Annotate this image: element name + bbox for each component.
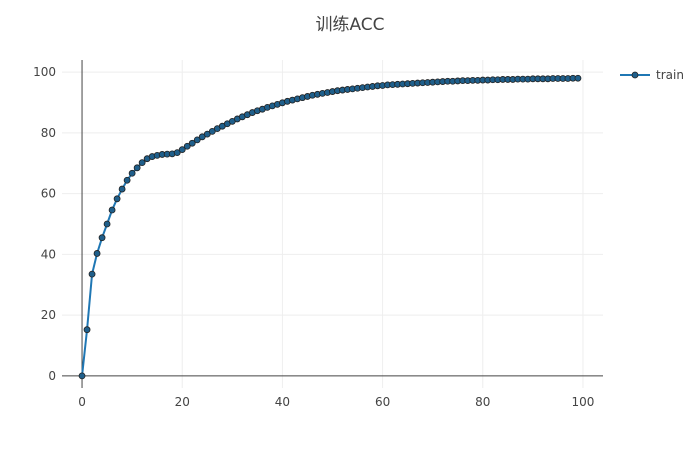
data-point — [103, 220, 111, 228]
data-point — [183, 142, 191, 150]
y-tick-label: 20 — [41, 308, 56, 322]
data-point — [173, 149, 181, 157]
data-point — [193, 136, 201, 144]
chart-title: 训练ACC — [315, 15, 384, 35]
x-tick-label: 60 — [375, 395, 390, 409]
x-tick-labels: 0 20 40 60 80 100 — [78, 395, 594, 409]
data-point — [118, 185, 126, 193]
legend-marker-train — [631, 71, 639, 79]
data-point — [188, 139, 196, 147]
data-point — [178, 146, 186, 153]
y-tick-label: 40 — [41, 247, 56, 261]
y-tick-label: 80 — [41, 126, 56, 140]
y-tick-label: 0 — [48, 369, 56, 383]
x-tick-label: 40 — [275, 395, 290, 409]
data-point — [108, 206, 116, 214]
data-point — [574, 74, 582, 82]
x-gridlines — [181, 60, 584, 388]
data-point — [123, 176, 131, 184]
y-gridlines — [62, 71, 603, 316]
series-line-train — [81, 77, 578, 376]
data-point — [88, 270, 96, 278]
data-point — [138, 159, 146, 167]
data-point — [133, 164, 141, 172]
data-point — [93, 250, 101, 257]
x-tick-label: 80 — [475, 395, 490, 409]
data-point — [83, 326, 91, 334]
axes — [62, 60, 603, 388]
x-tick-label: 0 — [78, 395, 86, 409]
data-point — [98, 234, 106, 242]
y-tick-label: 60 — [41, 187, 56, 201]
x-tick-label: 20 — [175, 395, 190, 409]
y-tick-labels: 0 20 40 60 80 100 — [33, 65, 56, 383]
legend[interactable]: train — [620, 68, 684, 82]
data-point — [78, 372, 86, 380]
x-tick-label: 100 — [572, 395, 595, 409]
y-tick-label: 100 — [33, 65, 56, 79]
data-point — [113, 195, 121, 203]
legend-label-train[interactable]: train — [656, 68, 684, 82]
series-layer — [78, 74, 582, 380]
data-point — [128, 169, 136, 177]
